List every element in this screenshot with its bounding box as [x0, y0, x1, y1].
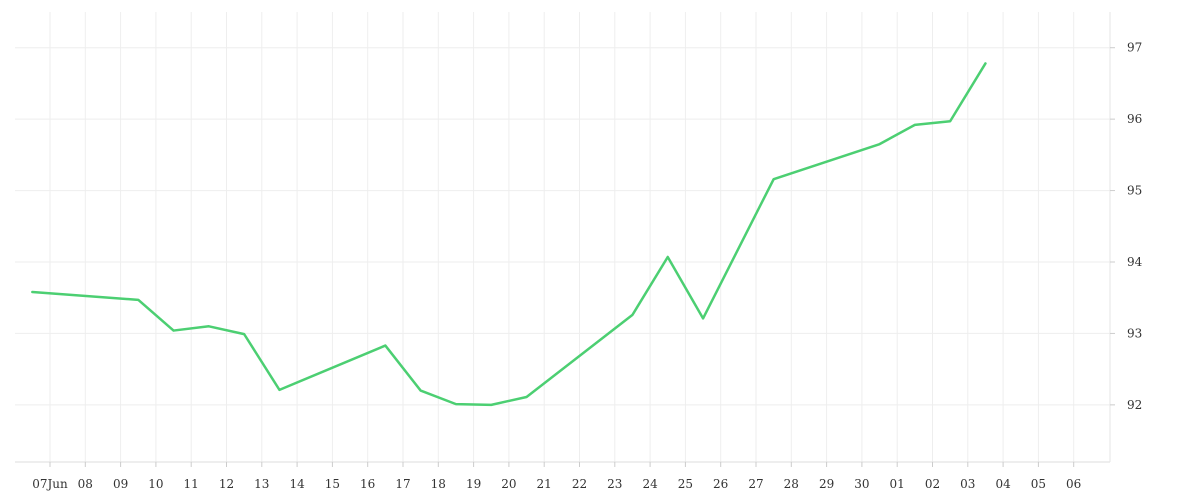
x-tick-label: 25: [678, 477, 693, 491]
x-tick-label: 27: [748, 477, 763, 491]
y-tick-label: 93: [1127, 326, 1142, 340]
x-tick-label: 07Jun: [32, 477, 68, 491]
x-tick-label: 19: [466, 477, 481, 491]
x-tick-label: 08: [78, 477, 93, 491]
x-tick-label: 15: [325, 477, 340, 491]
x-tick-label: 09: [113, 477, 128, 491]
y-tick-label: 97: [1127, 41, 1142, 55]
axes: [15, 12, 1111, 463]
x-tick-label: 12: [219, 477, 234, 491]
y-axis-ticks: 92 93 94 95 96 97: [1110, 41, 1143, 412]
x-tick-label: 20: [501, 477, 516, 491]
x-tick-label: 05: [1031, 477, 1046, 491]
y-tick-label: 96: [1127, 112, 1142, 126]
series-layer: [31, 62, 987, 407]
x-tick-label: 04: [995, 477, 1011, 491]
x-tick-label: 16: [360, 477, 375, 491]
x-tick-label: 13: [254, 477, 269, 491]
x-tick-label: 01: [890, 477, 905, 491]
x-tick-label: 21: [537, 477, 552, 491]
x-tick-label: 11: [184, 477, 199, 491]
x-tick-label: 14: [289, 477, 305, 491]
y-tick-label: 92: [1127, 398, 1142, 412]
y-tick-label: 95: [1127, 184, 1142, 198]
grid: [15, 12, 1110, 462]
x-tick-label: 03: [960, 477, 975, 491]
x-tick-label: 26: [713, 477, 728, 491]
x-tick-label: 30: [854, 477, 869, 491]
x-tick-label: 02: [925, 477, 940, 491]
x-tick-label: 23: [607, 477, 622, 491]
x-tick-label: 10: [148, 477, 163, 491]
x-axis-ticks: 07Jun 08 09 10 11 12 13 14 15 16 17 18 19 20 21 22 23 24 2…: [32, 462, 1081, 491]
x-tick-label: 28: [784, 477, 799, 491]
series-line: [31, 62, 987, 407]
x-tick-label: 22: [572, 477, 587, 491]
x-tick-label: 24: [642, 477, 658, 491]
x-tick-label: 29: [819, 477, 834, 491]
x-tick-label: 06: [1066, 477, 1081, 491]
x-tick-label: 18: [431, 477, 446, 491]
y-tick-label: 94: [1127, 255, 1143, 269]
x-tick-label: 17: [395, 477, 410, 491]
